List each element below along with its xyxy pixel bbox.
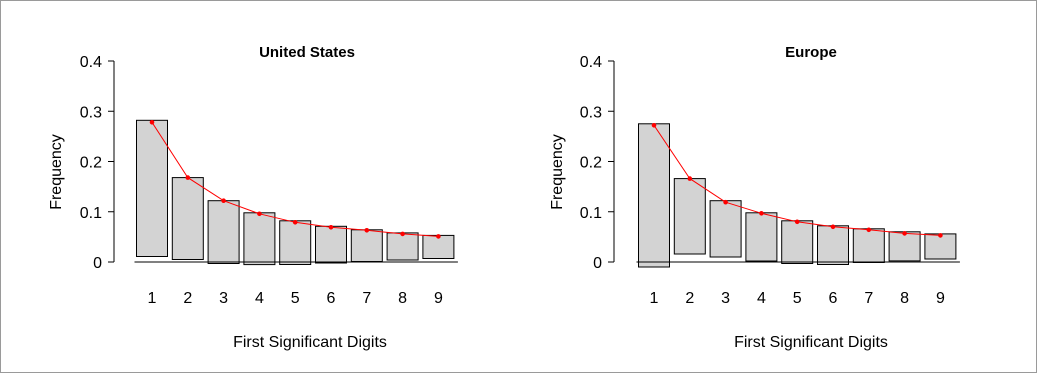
- x-tick-label: 1: [650, 290, 659, 307]
- bar: [638, 123, 670, 268]
- y-tick-label: 0.4: [580, 54, 602, 71]
- bar: [673, 178, 706, 255]
- x-tick-label: 4: [757, 290, 766, 307]
- benford-point: [938, 233, 943, 238]
- bar: [350, 229, 383, 263]
- bar: [817, 225, 849, 266]
- benford-point: [257, 211, 262, 217]
- bar: [422, 234, 455, 259]
- x-tick-label: 9: [936, 290, 945, 307]
- bar: [386, 232, 419, 261]
- plot-area: 0 0.1 0.2 0.3 0.4 1 2 3 4 5 6 7 8 9: [80, 54, 458, 307]
- x-tick-label: 7: [864, 290, 873, 307]
- benford-point: [436, 234, 441, 239]
- y-tick-label: 0.4: [80, 54, 102, 71]
- benford-point: [651, 123, 657, 128]
- bar: [781, 220, 814, 265]
- bar: [207, 200, 240, 264]
- x-axis-label: First Significant Digits: [734, 334, 888, 351]
- chart-title: United States: [259, 44, 355, 61]
- y-axis-label: Frequency: [549, 134, 566, 210]
- panel-us: United States First Significant Digits F…: [48, 44, 458, 351]
- x-tick-label: 4: [255, 290, 264, 307]
- benford-point: [292, 220, 298, 225]
- benford-point: [221, 198, 226, 203]
- y-tick-label: 0.3: [580, 104, 602, 121]
- benford-point: [185, 175, 191, 180]
- benford-point: [364, 228, 370, 233]
- benford-point: [759, 211, 764, 216]
- x-tick-label: 3: [721, 290, 730, 307]
- x-tick-label: 1: [148, 290, 157, 307]
- bar: [709, 200, 742, 258]
- y-tick-label: 0.1: [80, 205, 102, 222]
- benford-point: [328, 225, 334, 230]
- bar: [852, 228, 885, 264]
- benford-point: [723, 199, 728, 205]
- benford-point: [830, 224, 836, 230]
- bar: [315, 225, 347, 264]
- y-tick-label: 0: [93, 255, 102, 272]
- x-tick-label: 3: [219, 290, 228, 307]
- chart-title: Europe: [785, 44, 837, 61]
- y-tick-label: 0: [593, 255, 602, 272]
- bar: [888, 231, 921, 262]
- benford-point: [149, 120, 155, 125]
- y-axis-label: Frequency: [48, 134, 65, 210]
- x-tick-label: 6: [327, 290, 336, 307]
- y-tick-label: 0.2: [580, 155, 602, 172]
- x-tick-label: 8: [398, 290, 407, 307]
- y-tick-label: 0.2: [80, 155, 102, 172]
- panel-europe: Europe First Significant Digits Frequenc…: [549, 44, 960, 351]
- bar: [924, 233, 957, 260]
- x-tick-label: 2: [183, 290, 192, 307]
- plot-area: 0 0.1 0.2 0.3 0.4 1 2 3 4 5 6 7 8 9: [580, 54, 960, 307]
- bar: [279, 220, 312, 266]
- benford-point: [400, 231, 405, 237]
- benford-point: [866, 227, 872, 233]
- bar: [136, 119, 168, 257]
- x-axis-label: First Significant Digits: [233, 334, 387, 351]
- bar: [243, 212, 276, 266]
- benford-point: [902, 231, 907, 236]
- x-tick-label: 8: [900, 290, 909, 307]
- benford-point: [687, 176, 693, 181]
- x-tick-label: 2: [685, 290, 694, 307]
- x-tick-label: 6: [829, 290, 838, 307]
- bar: [745, 212, 778, 262]
- y-tick-label: 0.3: [80, 104, 102, 121]
- x-tick-label: 5: [793, 290, 802, 307]
- x-tick-label: 7: [362, 290, 371, 307]
- bar: [171, 177, 204, 261]
- benford-point: [794, 219, 800, 225]
- x-tick-label: 5: [291, 290, 300, 307]
- y-tick-label: 0.1: [580, 205, 602, 222]
- x-tick-label: 9: [434, 290, 443, 307]
